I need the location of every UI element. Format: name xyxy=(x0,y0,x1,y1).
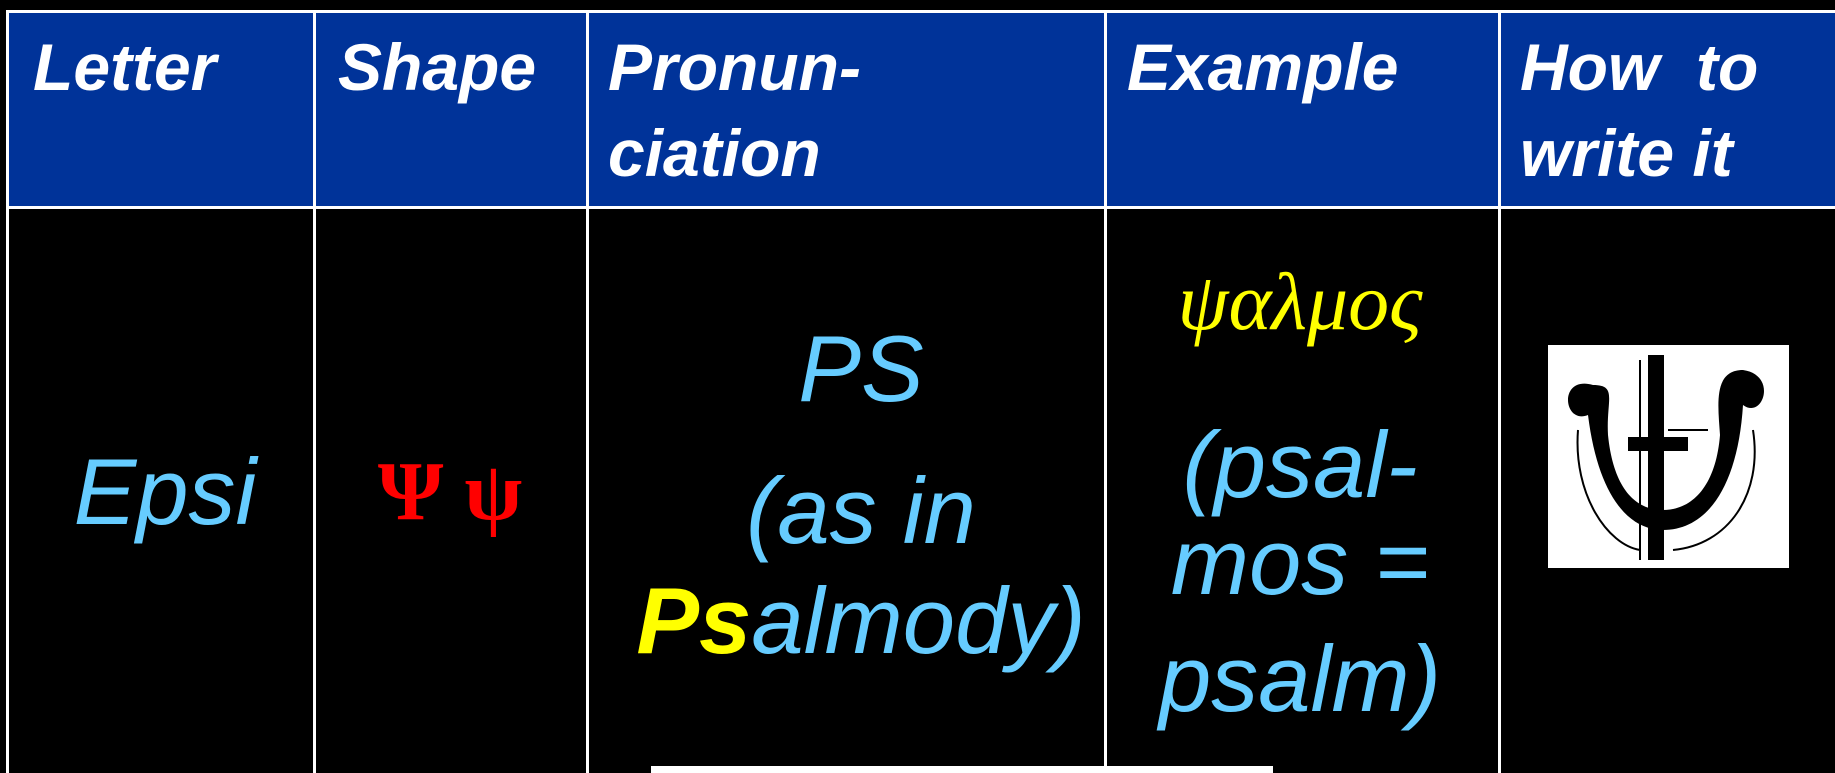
column-border xyxy=(586,12,589,773)
header-cell: Pronun- xyxy=(608,30,861,104)
column-border xyxy=(1498,12,1501,773)
lowercase: ψ xyxy=(464,445,523,538)
column-border xyxy=(6,12,9,773)
u-stroke xyxy=(1568,370,1764,530)
column-border xyxy=(313,12,316,773)
header-cell: Example xyxy=(1127,30,1399,104)
header-band xyxy=(6,12,1835,207)
letter-shape: Ψ ψ xyxy=(378,450,522,534)
arrow xyxy=(1672,429,1756,551)
example-line: (psal- xyxy=(1182,412,1418,517)
highlight: Ps xyxy=(636,568,752,673)
header-cell: write it xyxy=(1520,116,1733,190)
example-line: psalm) xyxy=(1158,626,1442,731)
header-cell: Shape xyxy=(338,30,537,104)
pronunciation-line: Psalmody) xyxy=(636,574,1085,668)
arrow xyxy=(1576,429,1641,551)
header-border xyxy=(6,206,1835,209)
example-line: mos = xyxy=(1170,509,1430,614)
greek-word: ψαλμος xyxy=(1177,256,1423,347)
rest: almody) xyxy=(751,568,1086,673)
pronunciation-line: (as in xyxy=(746,458,976,563)
header-cell: Letter xyxy=(33,30,217,104)
column-border xyxy=(1104,12,1107,773)
header-cell: ciation xyxy=(608,116,821,190)
header-cell: How to xyxy=(1520,30,1759,104)
pronunciation-line: PS xyxy=(798,316,924,421)
header-border xyxy=(6,10,1835,13)
cross-stroke xyxy=(1628,437,1688,451)
vertical-stroke xyxy=(1648,355,1664,560)
writing-diagram xyxy=(1548,345,1789,568)
letter-name: Epsi xyxy=(73,439,257,544)
uppercase: Ψ xyxy=(377,445,444,538)
white-bar xyxy=(651,766,1273,773)
